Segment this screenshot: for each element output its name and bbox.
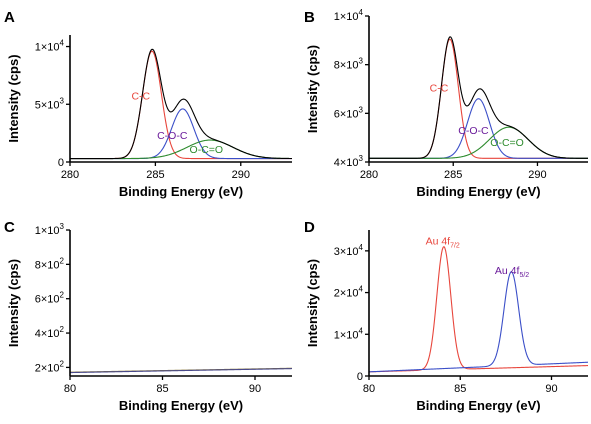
plot-area: [369, 245, 588, 373]
series-envelope: [369, 36, 588, 159]
peak-label: O-C=O: [490, 137, 524, 149]
y-tick-label: 1×104: [334, 8, 364, 23]
y-tick-label: 8×103: [334, 57, 364, 72]
peak-label: C-O-C: [157, 130, 188, 142]
panel-label: D: [304, 219, 315, 236]
peak-label: C-O-C: [458, 125, 489, 137]
y-tick-label: 0: [357, 371, 363, 383]
panel-label: B: [304, 9, 315, 26]
plot-area: [369, 36, 588, 159]
x-tick-label: 285: [146, 169, 164, 181]
y-tick-label: 3×104: [334, 243, 364, 258]
x-axis-label: Binding Energy (eV): [119, 184, 243, 199]
x-axis-label: Binding Energy (eV): [119, 398, 243, 413]
x-tick-label: 290: [528, 169, 546, 181]
y-tick-label: 5×103: [35, 96, 65, 111]
y-tick-label: 2×104: [334, 285, 364, 300]
y-tick-label: 1×104: [334, 326, 364, 341]
peak-label: C-C: [430, 82, 449, 94]
peak-label: Au 4f7/2: [426, 236, 460, 250]
y-tick-label: 4×103: [334, 154, 364, 169]
x-tick-label: 90: [545, 383, 557, 395]
x-axis-label: Binding Energy (eV): [416, 398, 540, 413]
series-c-c: [70, 50, 292, 160]
plot-area: [70, 367, 292, 374]
series-au-4f5-2: [369, 271, 588, 373]
series-background-2: [70, 368, 292, 374]
y-tick-label: 1×103: [35, 222, 65, 237]
y-tick-label: 4×102: [35, 325, 65, 340]
x-tick-label: 280: [360, 169, 378, 181]
x-tick-label: 290: [232, 169, 250, 181]
x-tick-label: 285: [444, 169, 462, 181]
x-tick-label: 90: [249, 383, 261, 395]
panel-label: C: [4, 219, 15, 236]
panel-c: C 80 85 90 2×102 4×102 6×102 8×102 1×103 Binding …: [4, 219, 292, 413]
plot-area: [70, 48, 292, 160]
panel-label: A: [4, 9, 15, 26]
peak-label: C-C: [131, 91, 150, 103]
peak-label: Au 4f5/2: [495, 265, 529, 279]
y-axis-label: Intensity (cps): [6, 54, 21, 142]
panel-d: D 80 85 90 0 1×104 2×104 3×104 Binding Energy (e…: [304, 219, 588, 413]
peak-label: O-C=O: [190, 144, 224, 156]
panel-a: A 280 285 290 0 5×103 1×104 Binding Energy (eV)…: [4, 9, 292, 199]
y-tick-label: 6×103: [334, 105, 364, 120]
x-tick-label: 280: [61, 169, 79, 181]
y-tick-label: 1×104: [35, 39, 65, 54]
y-tick-label: 8×102: [35, 256, 65, 271]
series-o-c-o: [70, 139, 292, 160]
y-axis-label: Intensity (cps): [6, 259, 21, 347]
panel-b: B 280 285 290 4×103 6×103 8×103 1×104 Binding En…: [304, 8, 588, 199]
y-axis-label: Intensity (cps): [305, 45, 320, 133]
series-envelope: [70, 48, 292, 160]
y-axis-label: Intensity (cps): [305, 259, 320, 347]
x-tick-label: 80: [64, 383, 76, 395]
x-tick-label: 85: [156, 383, 168, 395]
x-axis-label: Binding Energy (eV): [416, 184, 540, 199]
y-tick-label: 6×102: [35, 291, 65, 306]
x-tick-label: 80: [363, 383, 375, 395]
x-tick-label: 85: [454, 383, 466, 395]
y-tick-label: 0: [58, 157, 64, 169]
series-au-4f7-2: [369, 245, 588, 373]
y-tick-label: 2×102: [35, 359, 65, 374]
